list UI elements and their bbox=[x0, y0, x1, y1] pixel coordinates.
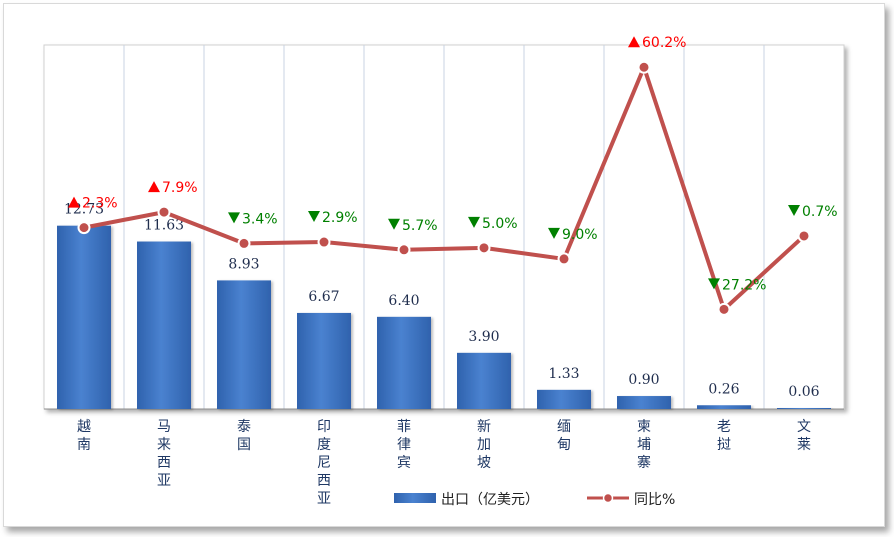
bar bbox=[777, 408, 831, 409]
line-point bbox=[77, 221, 91, 235]
category-label: 马来西亚 bbox=[157, 419, 171, 489]
category-label: 老挝 bbox=[717, 419, 731, 453]
yoy-percent-label: 0.7% bbox=[802, 204, 838, 220]
legend-bar-swatch bbox=[394, 493, 436, 503]
line-point bbox=[157, 205, 171, 219]
yoy-percent-label: 2.9% bbox=[322, 210, 358, 226]
legend-line-label: 同比% bbox=[634, 492, 675, 508]
yoy-percent-label: 27.2% bbox=[722, 277, 766, 293]
bar-value-label: 6.67 bbox=[308, 289, 339, 305]
bar bbox=[217, 280, 271, 409]
down-arrow-icon bbox=[708, 278, 720, 290]
category-label: 文莱 bbox=[797, 419, 811, 453]
yoy-percent-label: 7.9% bbox=[162, 180, 198, 196]
bar bbox=[457, 352, 511, 409]
bar bbox=[377, 316, 431, 409]
category-label: 新加坡 bbox=[477, 419, 491, 471]
up-arrow-icon bbox=[148, 181, 160, 193]
up-arrow-icon bbox=[68, 196, 80, 208]
down-arrow-icon bbox=[468, 216, 480, 228]
down-arrow-icon bbox=[548, 227, 560, 239]
legend: 出口（亿美元） 同比% bbox=[394, 492, 675, 508]
category-label: 泰国 bbox=[237, 419, 251, 453]
bar-value-label: 8.93 bbox=[228, 256, 259, 272]
line-point bbox=[397, 243, 411, 257]
category-label: 印度尼西亚 bbox=[317, 419, 331, 507]
bar bbox=[617, 396, 671, 409]
line-point bbox=[637, 60, 651, 74]
yoy-percent-label: 5.7% bbox=[402, 218, 438, 234]
bar bbox=[697, 405, 751, 409]
down-arrow-icon bbox=[788, 204, 800, 216]
line-data-labels: 2.3% 7.9% 3.4% 2.9% 5.7% 5.0% 9.0% 60.2% 27.2% 0.… bbox=[68, 35, 838, 293]
legend-bar-label: 出口（亿美元） bbox=[441, 492, 539, 508]
bar-value-label: 6.40 bbox=[388, 293, 419, 309]
chart-frame: 12.73 11.63 8.93 6.67 6.40 3.90 1.33 0.90 0.26 0.… bbox=[3, 3, 885, 527]
yoy-percent-label: 60.2% bbox=[642, 35, 686, 51]
category-label: 菲律宾 bbox=[397, 419, 411, 471]
category-label: 越南 bbox=[77, 419, 91, 453]
bar-value-label: 11.63 bbox=[144, 218, 184, 234]
bar bbox=[537, 389, 591, 409]
bar bbox=[137, 241, 191, 409]
yoy-percent-label: 2.3% bbox=[82, 196, 118, 212]
line-series bbox=[77, 60, 811, 316]
yoy-percent-label: 5.0% bbox=[482, 216, 518, 232]
bar-value-label: 0.06 bbox=[788, 384, 819, 400]
down-arrow-icon bbox=[228, 212, 240, 224]
bar-value-label: 3.90 bbox=[468, 329, 499, 345]
yoy-percent-label: 3.4% bbox=[242, 211, 278, 227]
up-arrow-icon bbox=[628, 36, 640, 48]
line-point bbox=[797, 229, 811, 243]
line-point bbox=[557, 252, 571, 266]
bar-value-label: 0.90 bbox=[628, 372, 659, 388]
legend-line-marker bbox=[602, 492, 614, 504]
bar bbox=[297, 312, 351, 409]
category-label: 柬埔寨 bbox=[637, 419, 651, 471]
bar bbox=[57, 225, 111, 409]
bar-value-label: 0.26 bbox=[708, 381, 739, 397]
line-point bbox=[317, 235, 331, 249]
yoy-percent-label: 9.0% bbox=[562, 227, 598, 243]
line-point bbox=[477, 241, 491, 255]
line-point bbox=[237, 236, 251, 250]
bar-value-label: 1.33 bbox=[548, 366, 579, 382]
category-label: 缅甸 bbox=[557, 419, 571, 453]
down-arrow-icon bbox=[388, 218, 400, 230]
down-arrow-icon bbox=[308, 211, 320, 223]
category-axis-labels: 越南 马来西亚 泰国 印度尼西亚 菲律宾 新加坡 缅甸 柬埔寨 老挝 文莱 bbox=[77, 419, 811, 507]
line-point bbox=[717, 302, 731, 316]
bar-series bbox=[57, 225, 831, 409]
line-path bbox=[83, 65, 806, 312]
